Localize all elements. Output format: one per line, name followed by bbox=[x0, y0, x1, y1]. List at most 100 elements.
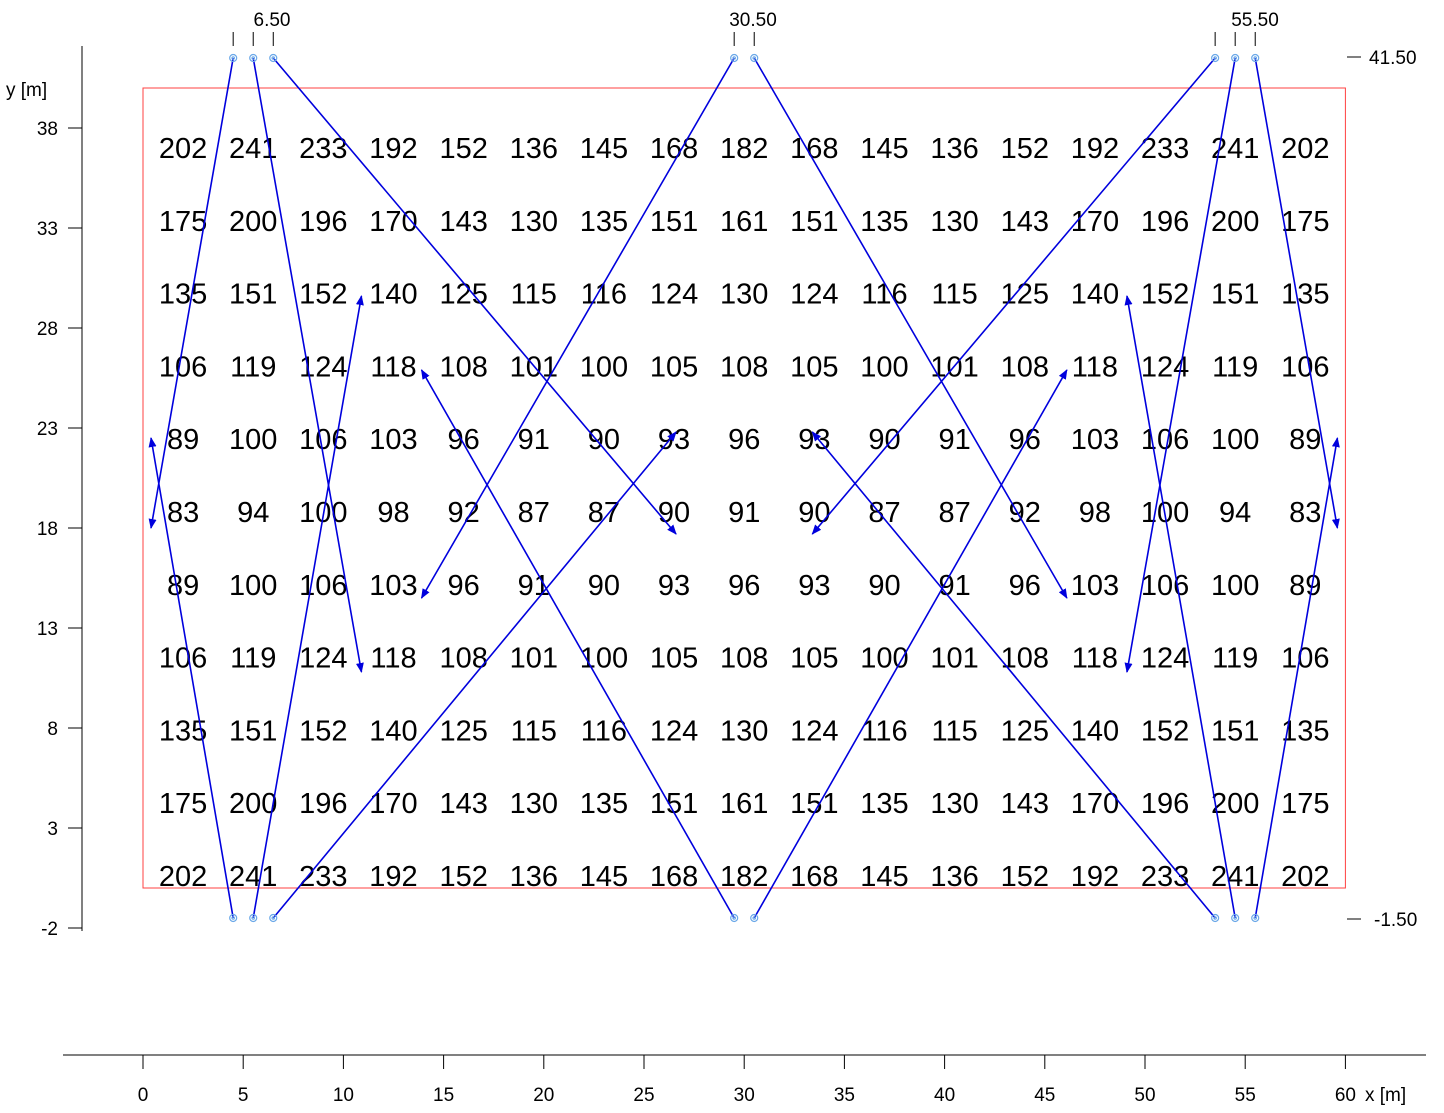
y-tick-label: 18 bbox=[37, 519, 58, 540]
grid-value: 106 bbox=[1141, 424, 1189, 456]
grid-value: 241 bbox=[229, 861, 277, 893]
grid-value: 124 bbox=[790, 715, 838, 747]
grid-value: 130 bbox=[930, 206, 978, 238]
grid-value: 103 bbox=[369, 424, 417, 456]
x-tick-label: 5 bbox=[238, 1085, 249, 1106]
grid-value: 93 bbox=[798, 570, 830, 602]
grid-value: 145 bbox=[860, 861, 908, 893]
grid-value: 151 bbox=[1211, 279, 1259, 311]
grid-value: 200 bbox=[229, 788, 277, 820]
aim-line bbox=[1124, 295, 1236, 919]
grid-value: 140 bbox=[1071, 279, 1119, 311]
grid-value: 108 bbox=[1001, 643, 1049, 675]
grid-value: 124 bbox=[1141, 643, 1189, 675]
x-tick-label: 60 bbox=[1335, 1085, 1356, 1106]
grid-value: 130 bbox=[510, 788, 558, 820]
grid-value: 108 bbox=[439, 351, 487, 383]
grid-value: 168 bbox=[650, 133, 698, 165]
grid-value: 106 bbox=[159, 643, 207, 675]
grid-value: 192 bbox=[369, 861, 417, 893]
aim-line bbox=[420, 57, 735, 599]
grid-value: 91 bbox=[938, 424, 970, 456]
grid-value: 196 bbox=[299, 788, 347, 820]
grid-value: 241 bbox=[229, 133, 277, 165]
grid-value: 143 bbox=[1001, 788, 1049, 820]
luminaire-icon bbox=[249, 913, 258, 923]
grid-value: 136 bbox=[930, 133, 978, 165]
grid-value: 90 bbox=[588, 424, 620, 456]
grid-value: 108 bbox=[1001, 351, 1049, 383]
x-axis-title: x [m] bbox=[1365, 1085, 1406, 1106]
grid-value: 100 bbox=[580, 351, 628, 383]
grid-value: 105 bbox=[790, 351, 838, 383]
grid-value: 106 bbox=[159, 351, 207, 383]
grid-value: 170 bbox=[1071, 206, 1119, 238]
grid-value: 100 bbox=[1211, 424, 1259, 456]
x-tick-label: 45 bbox=[1034, 1085, 1055, 1106]
grid-value: 96 bbox=[1009, 424, 1041, 456]
grid-value: 96 bbox=[728, 570, 760, 602]
grid-value: 168 bbox=[790, 861, 838, 893]
grid-value: 89 bbox=[167, 570, 199, 602]
grid-value: 115 bbox=[511, 715, 557, 747]
grid-value: 145 bbox=[580, 133, 628, 165]
luminaire-icon bbox=[269, 913, 278, 923]
aim-line bbox=[420, 369, 735, 919]
grid-value: 87 bbox=[868, 497, 900, 529]
grid-value: 92 bbox=[448, 497, 480, 529]
aim-line bbox=[252, 57, 364, 673]
y-tick-label: 38 bbox=[37, 119, 58, 140]
top-marker-label-1: 6.50 bbox=[254, 10, 291, 31]
grid-value: 161 bbox=[720, 206, 768, 238]
grid-value: 175 bbox=[1281, 788, 1329, 820]
grid-value: 125 bbox=[1001, 715, 1049, 747]
grid-value: 152 bbox=[1001, 133, 1049, 165]
grid-value: 98 bbox=[1079, 497, 1111, 529]
grid-value: 94 bbox=[237, 497, 269, 529]
grid-value: 89 bbox=[167, 424, 199, 456]
grid-value: 168 bbox=[650, 861, 698, 893]
grid-value: 87 bbox=[938, 497, 970, 529]
grid-value: 143 bbox=[1001, 206, 1049, 238]
grid-value: 90 bbox=[868, 570, 900, 602]
top-marker-ticks bbox=[232, 32, 1256, 46]
y-tick-label: -2 bbox=[41, 919, 58, 940]
grid-value: 108 bbox=[720, 643, 768, 675]
grid-value: 161 bbox=[720, 788, 768, 820]
grid-value: 136 bbox=[510, 861, 558, 893]
grid-value: 96 bbox=[448, 424, 480, 456]
luminaire-icon bbox=[1231, 913, 1240, 923]
top-marker-label-2: 30.50 bbox=[729, 10, 777, 31]
grid-value: 152 bbox=[299, 715, 347, 747]
x-tick-label: 0 bbox=[138, 1085, 149, 1106]
grid-value: 152 bbox=[439, 133, 487, 165]
x-tick-label: 15 bbox=[433, 1085, 454, 1106]
grid-value: 106 bbox=[299, 570, 347, 602]
right-marker-label-2: -1.50 bbox=[1374, 910, 1417, 931]
grid-value: 124 bbox=[650, 715, 698, 747]
grid-value: 106 bbox=[1141, 570, 1189, 602]
aim-line bbox=[753, 57, 1068, 599]
grid-value: 170 bbox=[369, 206, 417, 238]
grid-value: 90 bbox=[868, 424, 900, 456]
aim-line bbox=[272, 57, 677, 535]
luminaire-icon bbox=[229, 53, 238, 63]
grid-value: 101 bbox=[510, 643, 558, 675]
grid-value: 130 bbox=[510, 206, 558, 238]
grid-value: 135 bbox=[580, 788, 628, 820]
grid-value: 152 bbox=[1001, 861, 1049, 893]
grid-value: 118 bbox=[1072, 643, 1118, 675]
grid-value: 93 bbox=[658, 570, 690, 602]
luminaire-icon bbox=[1231, 53, 1240, 63]
grid-value: 196 bbox=[1141, 788, 1189, 820]
grid-value: 91 bbox=[728, 497, 760, 529]
grid-value: 124 bbox=[790, 279, 838, 311]
grid-value: 103 bbox=[369, 570, 417, 602]
aim-line bbox=[811, 431, 1216, 919]
grid-value: 192 bbox=[1071, 861, 1119, 893]
grid-value: 202 bbox=[1281, 861, 1329, 893]
grid-value: 91 bbox=[518, 424, 550, 456]
aim-line bbox=[753, 369, 1068, 919]
grid-value: 100 bbox=[860, 351, 908, 383]
